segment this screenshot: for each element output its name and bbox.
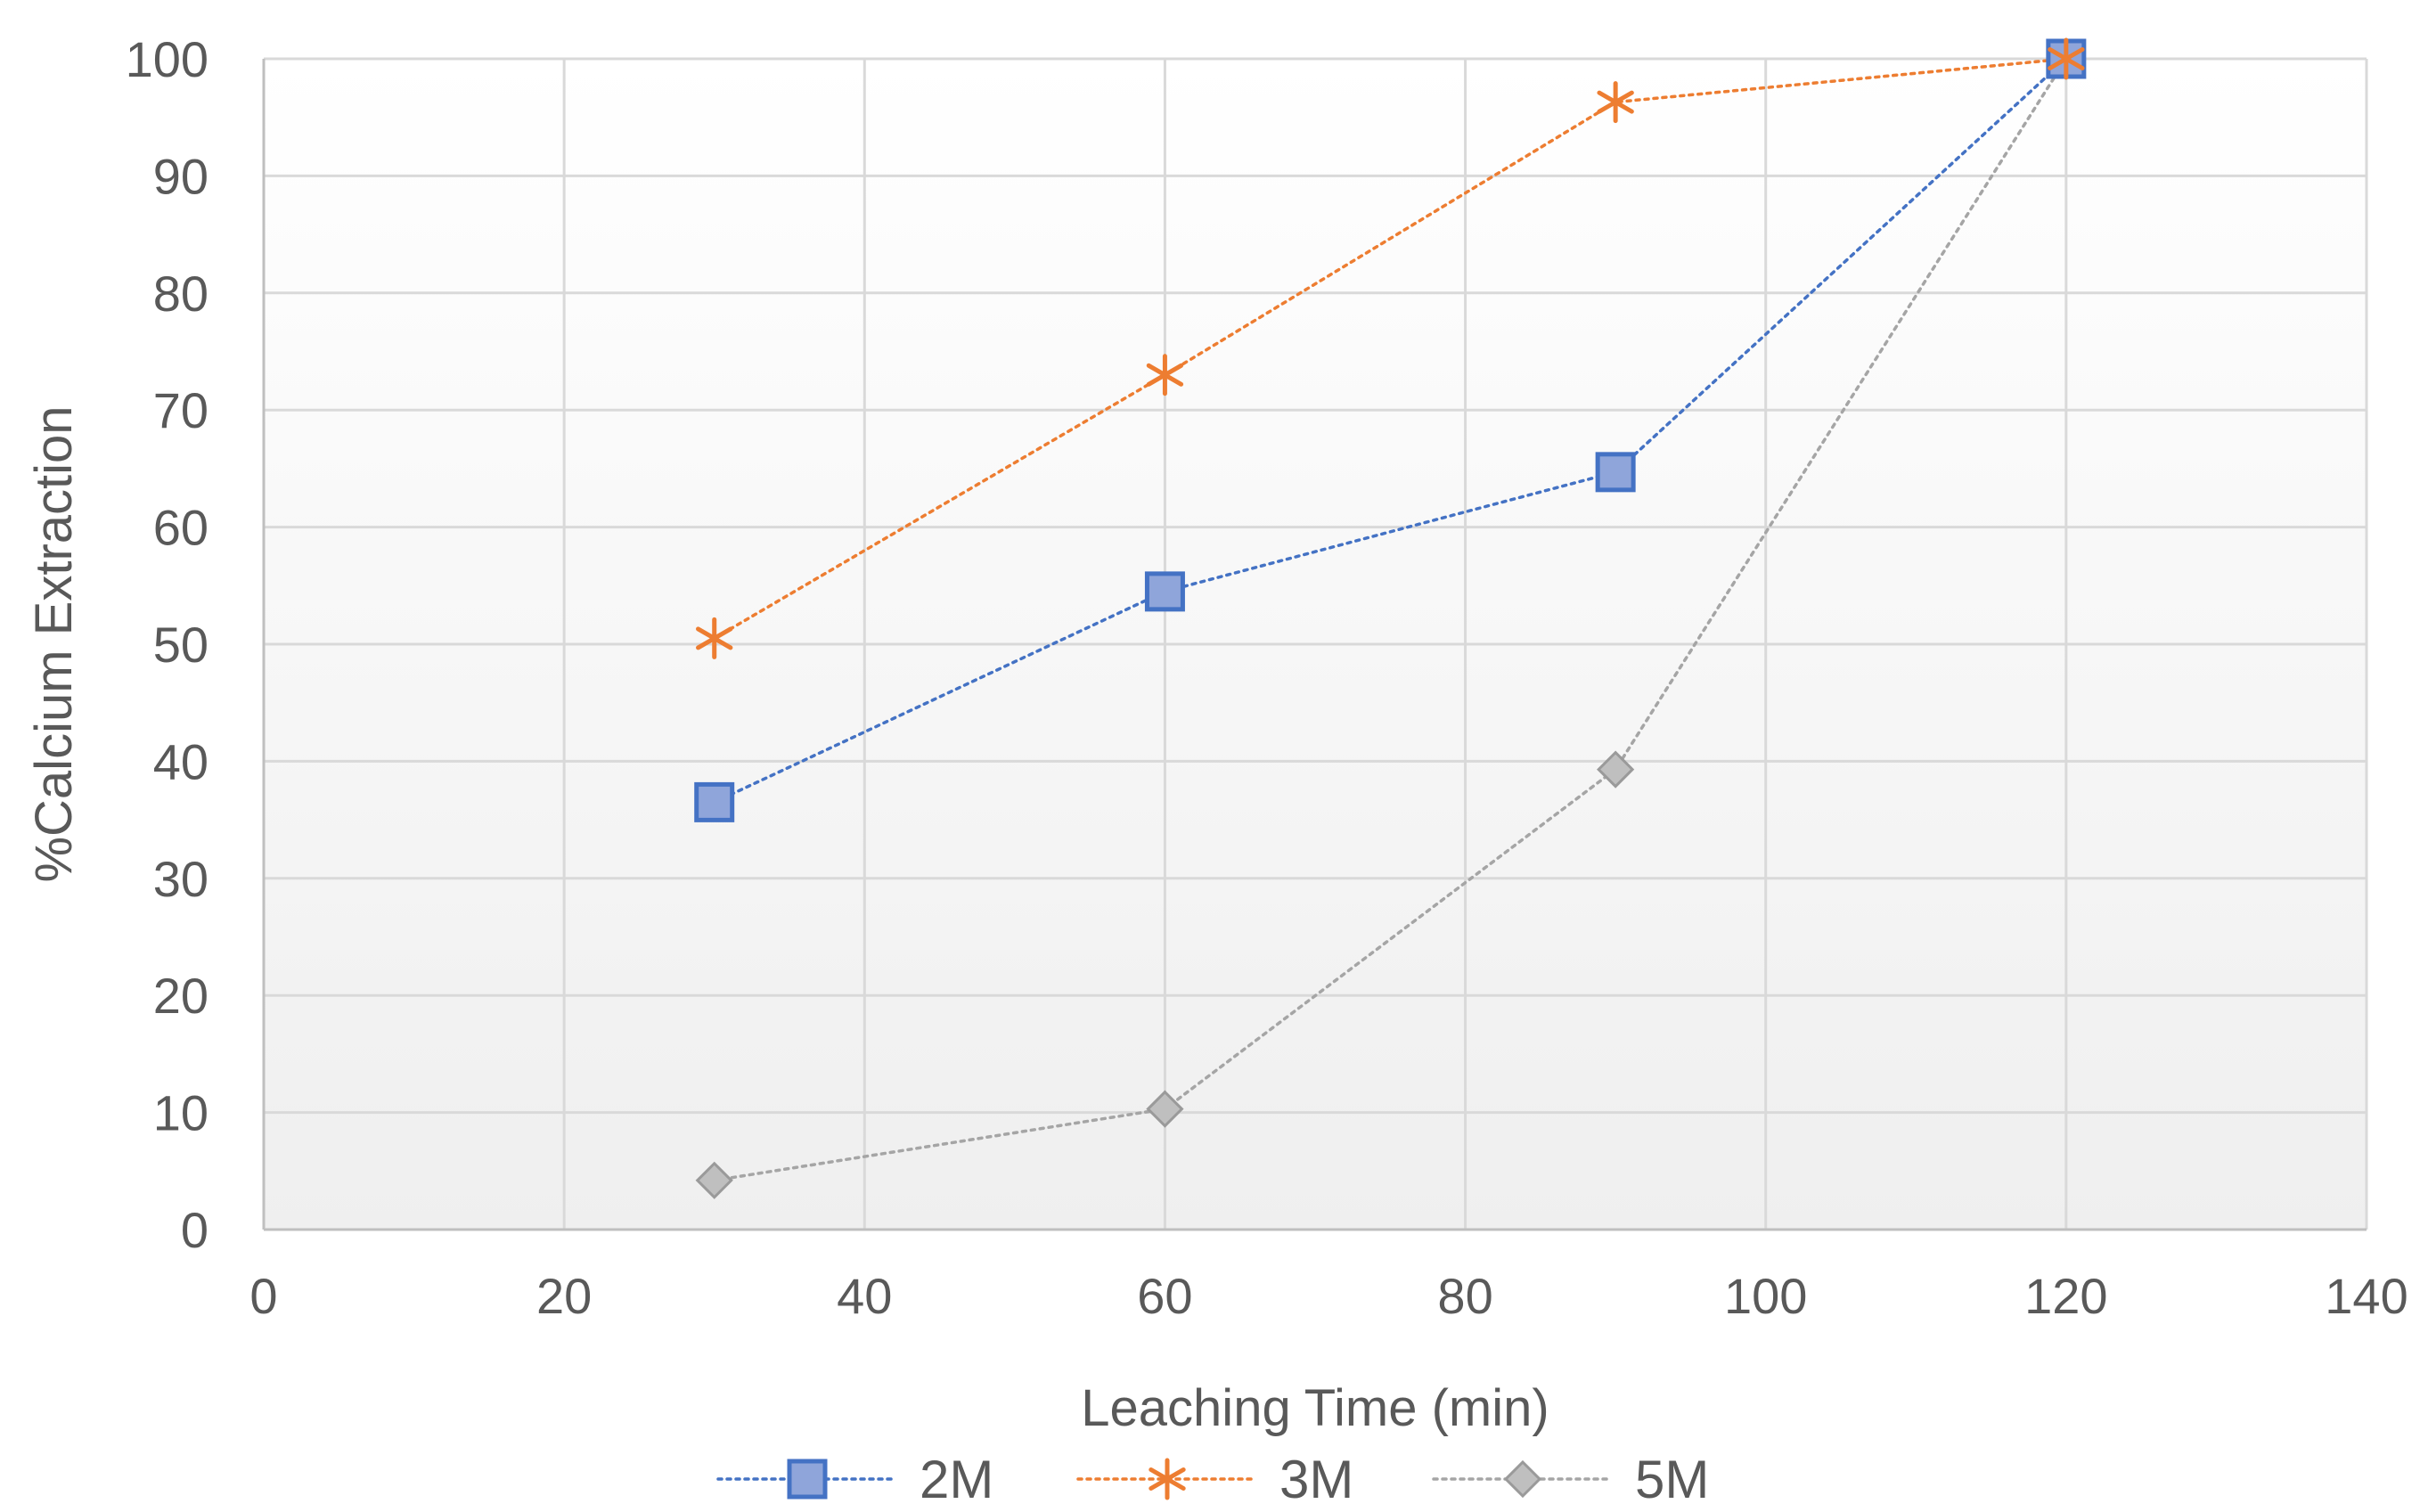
y-tick-label-90: 90: [153, 148, 208, 204]
legend-marker-2m: [787, 1459, 828, 1500]
y-tick-label-60: 60: [153, 500, 208, 556]
y-tick-label-100: 100: [126, 31, 208, 87]
point-2m-1: [1144, 571, 1185, 612]
legend-label-2m: 2M: [920, 1450, 993, 1509]
y-tick-label-40: 40: [153, 733, 208, 789]
x-tick-label-140: 140: [2325, 1268, 2408, 1324]
y-tick-label-10: 10: [153, 1085, 208, 1141]
point-5m-2: [1597, 750, 1635, 789]
x-tick-label-20: 20: [536, 1268, 592, 1324]
y-tick-label-70: 70: [153, 382, 208, 438]
legend-item-3m: 3M: [1076, 1450, 1353, 1509]
point-5m-0: [695, 1161, 733, 1199]
x-axis-title: Leaching Time (min): [1081, 1379, 1549, 1437]
y-axis-title: %Calcium Extraction: [25, 405, 83, 882]
legend-item-5m: 5M: [1432, 1450, 1709, 1509]
series-line-2m: [712, 57, 2068, 805]
y-tick-label-80: 80: [153, 266, 208, 322]
axes: 0 10 20 30 40 50 60 70 80 90 100 0 20 40 60 80 100 120 140: [126, 31, 2408, 1324]
point-3m-0: [696, 617, 733, 659]
point-5m-1: [1146, 1090, 1184, 1128]
x-tick-label-80: 80: [1437, 1268, 1492, 1324]
legend-marker-5m: [1503, 1459, 1542, 1499]
series: [694, 37, 2087, 1199]
x-tick-label-60: 60: [1137, 1268, 1192, 1324]
point-3m-2: [1597, 81, 1634, 124]
legend-item-2m: 2M: [716, 1450, 993, 1509]
x-tick-label-100: 100: [1724, 1268, 1807, 1324]
y-tick-label-30: 30: [153, 851, 208, 907]
legend-marker-3m: [1149, 1458, 1186, 1500]
point-3m-1: [1146, 354, 1184, 396]
point-2m-0: [694, 781, 735, 822]
point-3m-3: [2048, 37, 2085, 80]
series-line-5m: [712, 57, 2068, 1182]
y-tick-label-0: 0: [181, 1202, 208, 1258]
legend-label-3m: 3M: [1279, 1450, 1353, 1509]
gridlines: [264, 57, 2368, 1230]
y-tick-label-50: 50: [153, 617, 208, 673]
legend: 2M 3M 5M: [716, 1450, 1709, 1509]
legend-label-5m: 5M: [1635, 1450, 1709, 1509]
y-tick-label-20: 20: [153, 968, 208, 1024]
series-line-3m: [712, 57, 2068, 641]
x-tick-label-0: 0: [249, 1268, 277, 1324]
point-2m-2: [1595, 452, 1636, 493]
x-tick-label-40: 40: [837, 1268, 892, 1324]
x-tick-label-120: 120: [2024, 1268, 2107, 1324]
